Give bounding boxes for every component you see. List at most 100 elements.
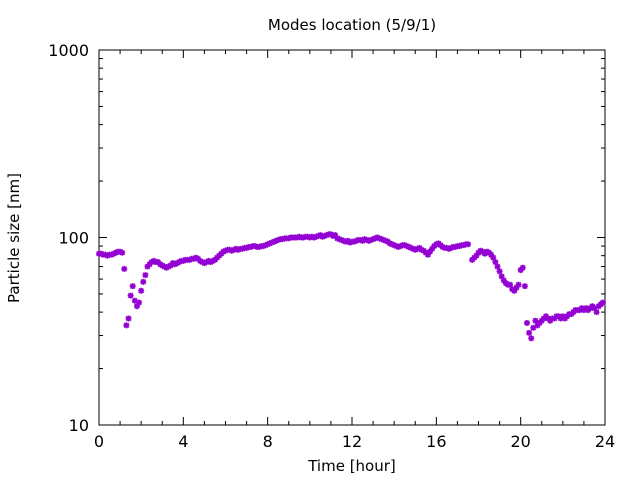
data-point bbox=[429, 245, 436, 252]
data-point bbox=[433, 241, 440, 248]
data-point bbox=[336, 236, 343, 243]
data-point bbox=[311, 234, 318, 241]
data-point bbox=[296, 233, 303, 240]
data-point bbox=[117, 248, 124, 255]
data-point bbox=[340, 237, 347, 244]
data-point bbox=[230, 246, 237, 253]
data-point bbox=[125, 315, 132, 322]
data-point bbox=[228, 247, 235, 254]
data-point bbox=[235, 246, 242, 253]
data-point bbox=[275, 236, 282, 243]
data-point bbox=[593, 309, 600, 316]
data-point bbox=[443, 244, 450, 251]
data-point bbox=[338, 236, 345, 243]
data-point bbox=[121, 265, 128, 272]
x-tick-label: 16 bbox=[426, 432, 446, 451]
data-point bbox=[222, 247, 229, 254]
data-point bbox=[127, 292, 134, 299]
data-point bbox=[412, 246, 419, 253]
data-point bbox=[140, 278, 147, 285]
data-point bbox=[389, 241, 396, 248]
data-point bbox=[477, 247, 484, 254]
data-point bbox=[363, 236, 370, 243]
data-points bbox=[96, 231, 606, 342]
data-point bbox=[256, 243, 263, 250]
data-point bbox=[247, 243, 254, 250]
data-point bbox=[133, 303, 140, 310]
data-point bbox=[515, 281, 522, 288]
data-point bbox=[393, 243, 400, 250]
data-point bbox=[239, 245, 246, 252]
data-point bbox=[517, 267, 524, 274]
data-point bbox=[532, 317, 539, 324]
data-point bbox=[334, 235, 341, 242]
data-point bbox=[112, 249, 119, 256]
x-tick-label: 12 bbox=[342, 432, 362, 451]
data-point bbox=[285, 235, 292, 242]
data-point bbox=[473, 252, 480, 259]
data-point bbox=[380, 236, 387, 243]
y-axis: 10 100 1000 bbox=[48, 41, 605, 435]
data-point bbox=[492, 259, 499, 266]
data-point bbox=[445, 245, 452, 252]
data-point bbox=[488, 251, 495, 258]
data-point bbox=[424, 251, 431, 258]
plot-frame bbox=[98, 49, 606, 426]
data-point bbox=[414, 245, 421, 252]
data-point bbox=[308, 233, 315, 240]
data-point bbox=[496, 268, 503, 275]
y-tick-label: 100 bbox=[58, 229, 89, 248]
data-point bbox=[351, 238, 358, 245]
data-point bbox=[507, 281, 514, 288]
data-point bbox=[439, 243, 446, 250]
data-point bbox=[526, 329, 533, 336]
data-point bbox=[374, 234, 381, 241]
data-point bbox=[397, 243, 404, 250]
data-point bbox=[319, 233, 326, 240]
x-tick-label: 8 bbox=[263, 432, 273, 451]
data-point bbox=[410, 245, 417, 252]
data-point bbox=[342, 238, 349, 245]
data-point bbox=[511, 287, 518, 294]
data-point bbox=[226, 246, 233, 253]
y-tick-label: 10 bbox=[69, 416, 89, 435]
data-point bbox=[448, 244, 455, 251]
data-point bbox=[142, 272, 149, 279]
data-point bbox=[403, 243, 410, 250]
data-point bbox=[273, 237, 280, 244]
data-point bbox=[370, 236, 377, 243]
data-point bbox=[372, 235, 379, 242]
data-point bbox=[386, 240, 393, 247]
data-point bbox=[456, 243, 463, 250]
data-point bbox=[300, 234, 307, 241]
data-point bbox=[233, 245, 240, 252]
data-point bbox=[313, 233, 320, 240]
data-point bbox=[405, 243, 412, 250]
data-point bbox=[513, 284, 520, 291]
data-point bbox=[591, 305, 598, 312]
data-point bbox=[365, 237, 372, 244]
x-tick-label: 4 bbox=[178, 432, 188, 451]
data-point bbox=[530, 324, 537, 331]
data-point bbox=[528, 335, 535, 342]
data-point bbox=[382, 237, 389, 244]
data-point bbox=[332, 232, 339, 239]
data-point bbox=[418, 246, 425, 253]
data-point bbox=[243, 244, 250, 251]
data-point bbox=[500, 277, 507, 284]
data-point bbox=[523, 319, 530, 326]
data-point bbox=[294, 234, 301, 241]
data-point bbox=[452, 243, 459, 250]
x-tick-label: 20 bbox=[510, 432, 530, 451]
data-point bbox=[521, 283, 528, 290]
data-point bbox=[268, 239, 275, 246]
data-point bbox=[264, 241, 271, 248]
data-point bbox=[599, 299, 606, 306]
data-point bbox=[136, 299, 143, 306]
x-tick-label: 0 bbox=[94, 432, 104, 451]
data-point bbox=[123, 322, 130, 329]
data-point bbox=[266, 240, 273, 247]
data-point bbox=[483, 248, 490, 255]
